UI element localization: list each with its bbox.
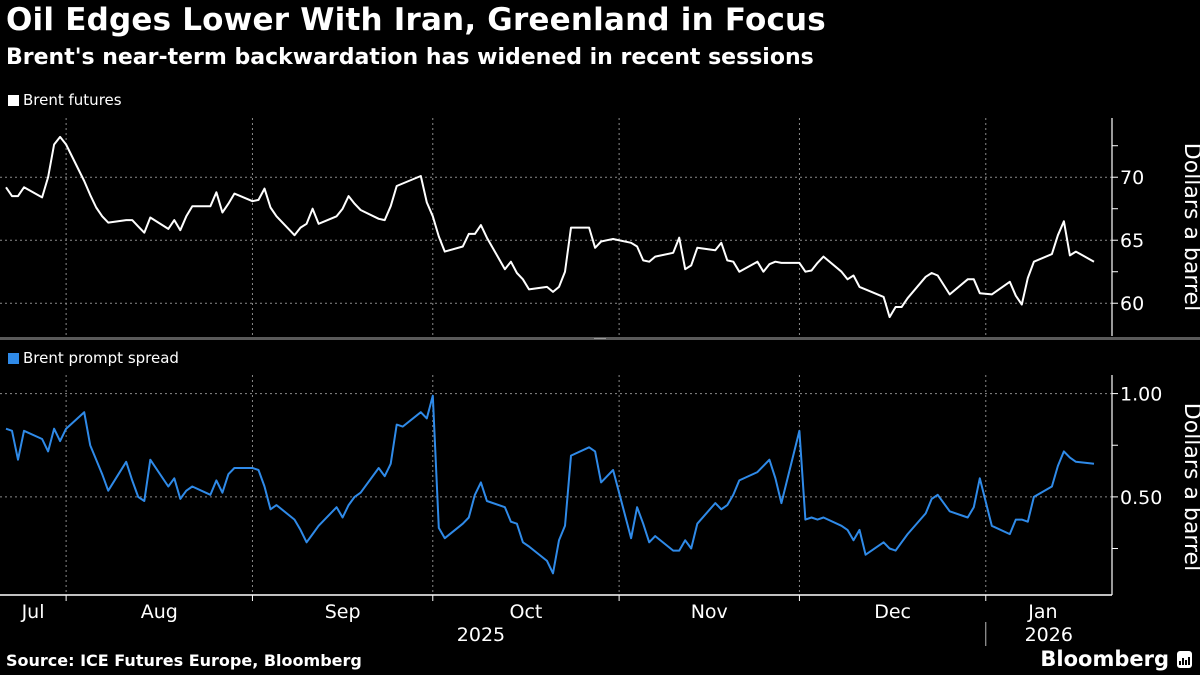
legend-swatch-white — [8, 94, 19, 106]
source-note: Source: ICE Futures Europe, Bloomberg — [6, 651, 362, 670]
x-tick-label: Sep — [325, 601, 361, 623]
chart-subtitle: Brent's near-term backwardation has wide… — [6, 45, 814, 70]
y-tick-label: 65 — [1120, 230, 1144, 252]
chart-title: Oil Edges Lower With Iran, Greenland in … — [6, 2, 826, 38]
x-year-label: 2025 — [457, 624, 505, 646]
x-tick-label: Dec — [874, 601, 911, 623]
x-tick-label: Oct — [510, 601, 543, 623]
legend-brent-futures: Brent futures — [8, 91, 122, 109]
y-tick-label: 70 — [1120, 167, 1144, 189]
x-tick-label: Jan — [1027, 601, 1057, 623]
legend-swatch-blue — [8, 352, 19, 364]
brand-name: Bloomberg — [1040, 647, 1169, 671]
y-tick-label: 1.00 — [1120, 384, 1162, 406]
x-tick-label: Jul — [21, 601, 45, 623]
brent-futures-line — [5, 135, 1095, 319]
bloomberg-chart-icon — [1177, 650, 1192, 668]
legend-label: Brent futures — [23, 91, 122, 109]
axes: 60 65 70 0.50 1.00 — [0, 118, 1162, 601]
y-tick-label: 0.50 — [1120, 487, 1162, 509]
x-tick-label: Nov — [691, 601, 728, 623]
brent-prompt-spread-line — [5, 394, 1095, 575]
legend-brent-prompt-spread: Brent prompt spread — [8, 349, 179, 367]
y-axis-title-bottom: Dollars a barrel — [1179, 403, 1200, 571]
y-axis-title-top: Dollars a barrel — [1179, 143, 1200, 311]
gridlines — [0, 118, 1112, 595]
x-year-label: 2026 — [1025, 624, 1073, 646]
legend-label: Brent prompt spread — [23, 349, 179, 367]
x-tick-label: Aug — [141, 601, 178, 623]
bloomberg-logo: Bloomberg — [1040, 647, 1192, 671]
divider-handle-icon — [594, 338, 606, 339]
series-lines — [5, 135, 1095, 575]
y-tick-label: 60 — [1120, 293, 1144, 315]
x-axis-labels: Jul Aug Sep Oct Nov Dec Jan 2025 2026 — [21, 601, 1073, 646]
